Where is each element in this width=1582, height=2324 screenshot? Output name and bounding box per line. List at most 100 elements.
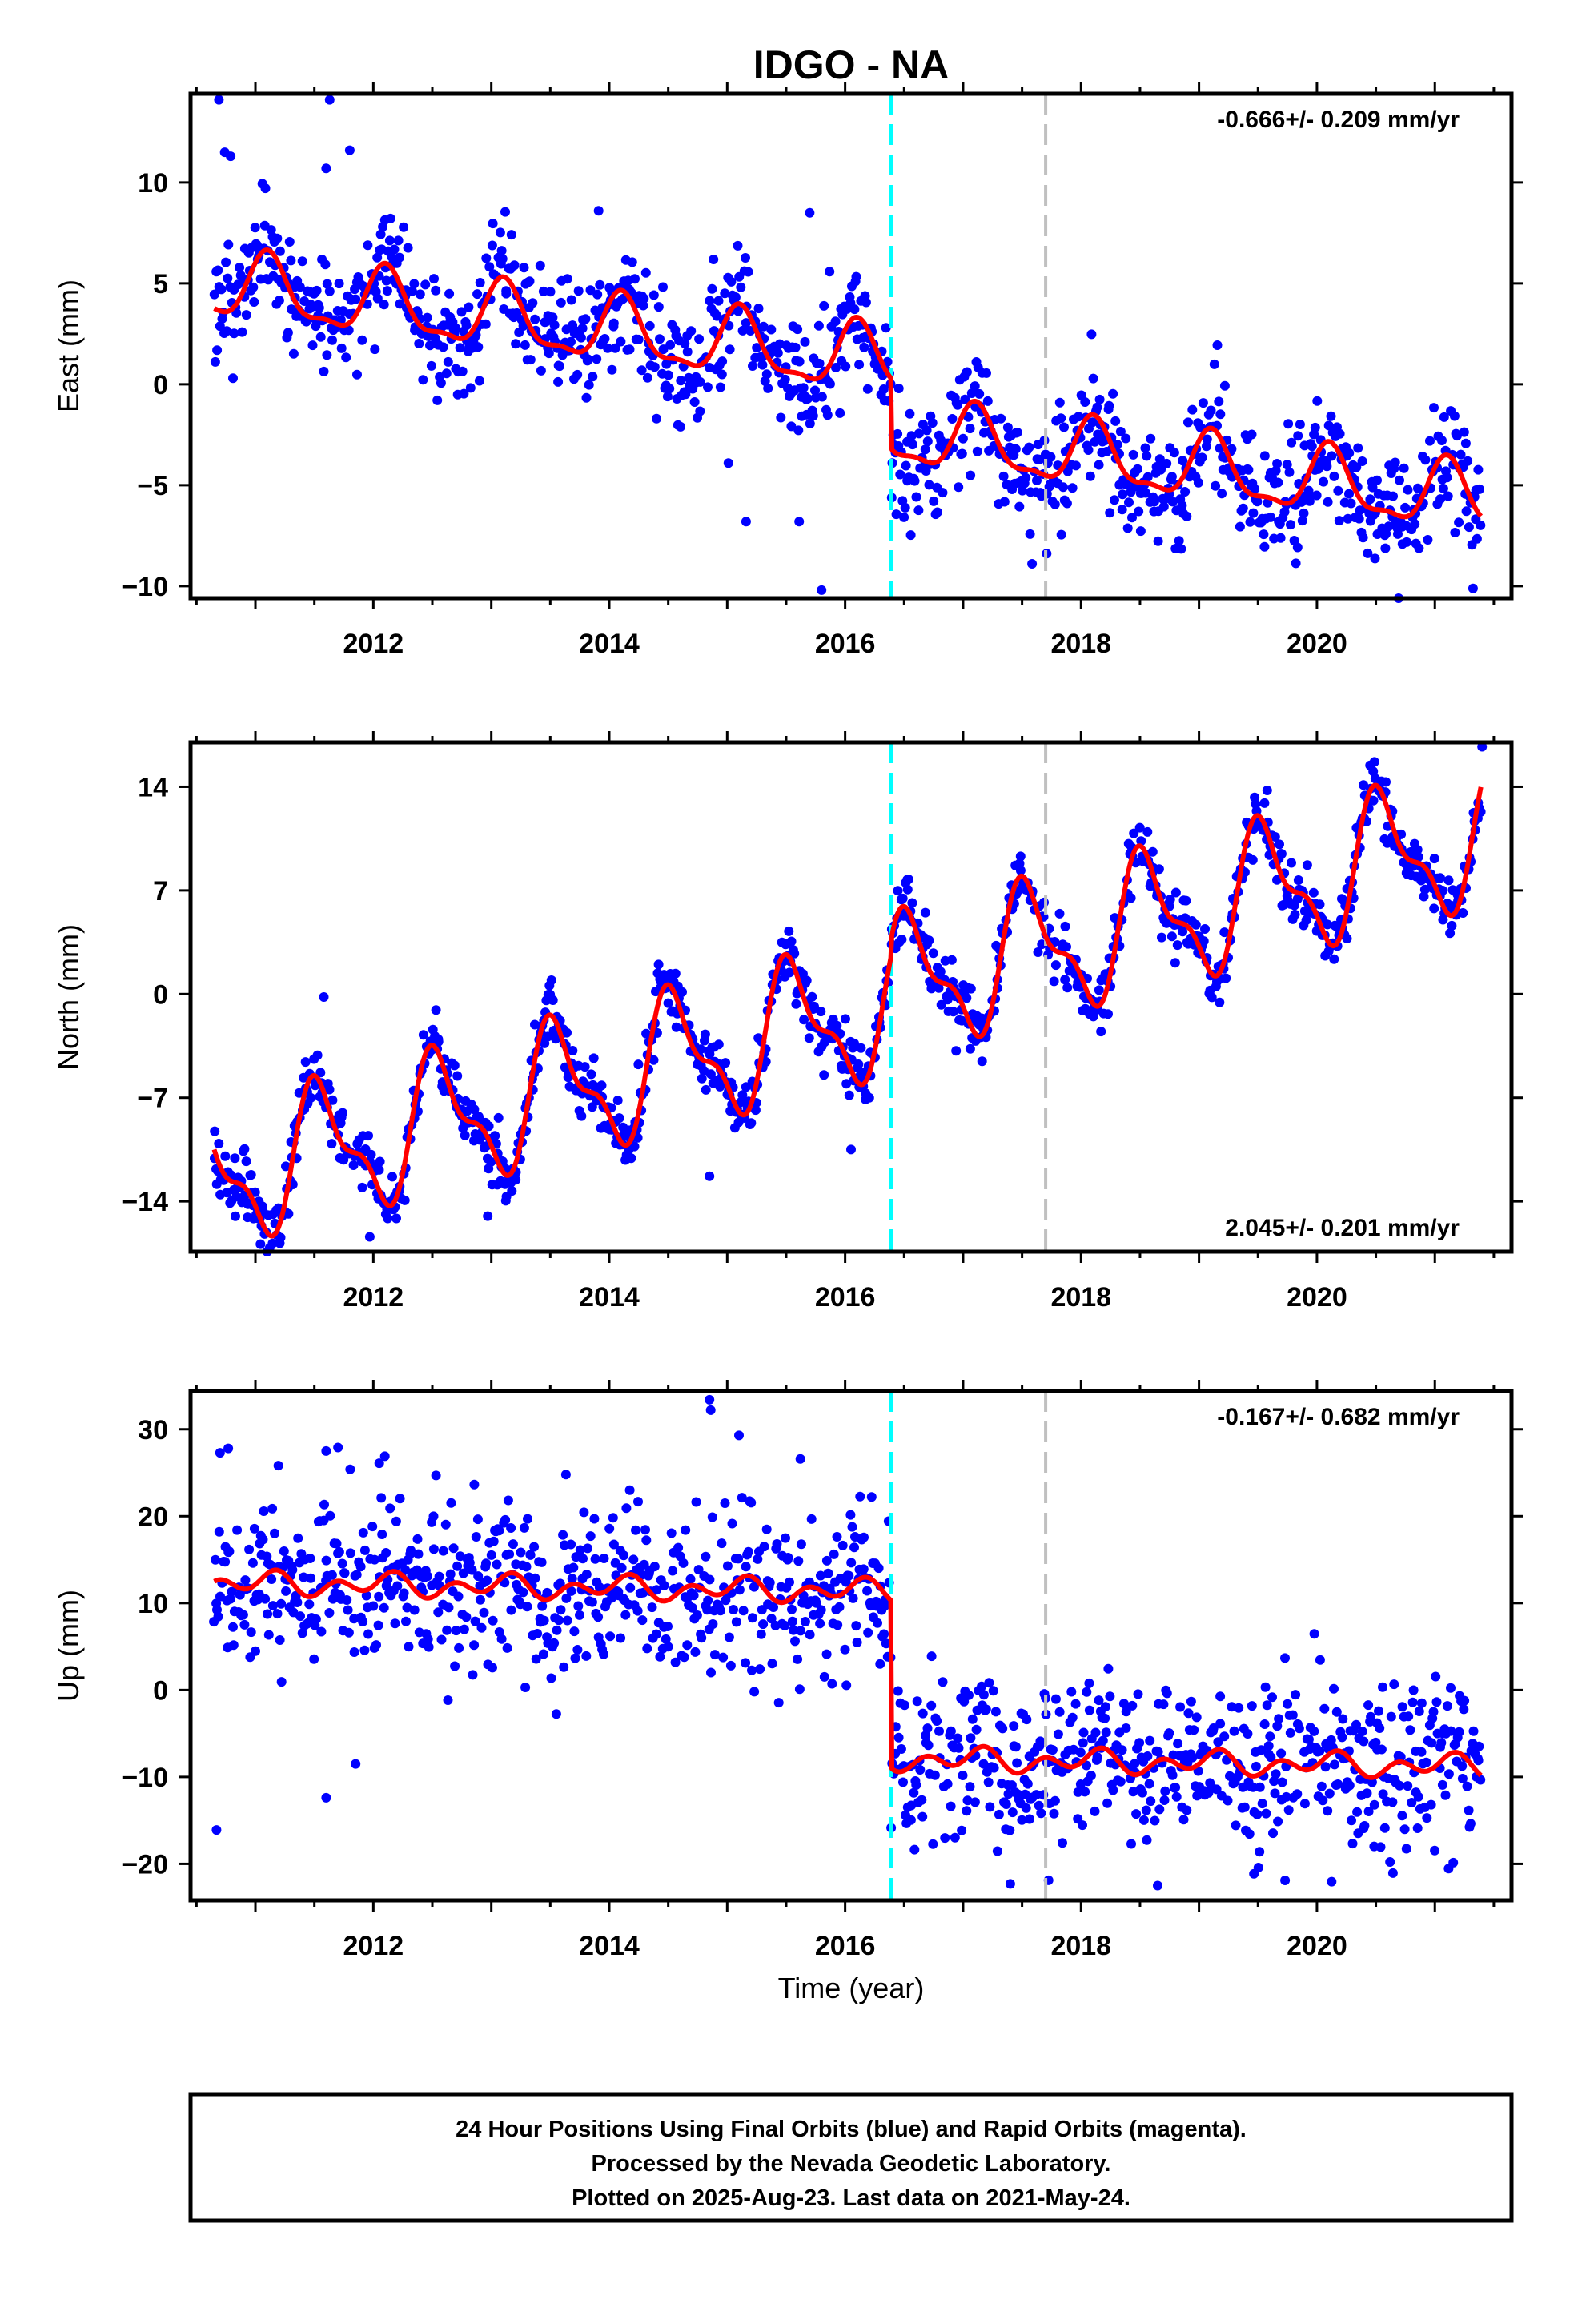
data-point — [1027, 559, 1038, 569]
data-point — [810, 385, 820, 396]
data-point — [1186, 1696, 1196, 1707]
data-point — [655, 334, 665, 344]
data-point — [630, 274, 640, 284]
data-point — [879, 1629, 889, 1639]
data-point — [1323, 919, 1333, 930]
data-point — [438, 342, 448, 352]
data-point — [272, 233, 283, 243]
data-point — [1280, 1653, 1290, 1663]
data-point — [676, 421, 685, 432]
data-point — [1134, 506, 1144, 517]
data-point — [461, 320, 472, 331]
data-point — [1133, 1689, 1143, 1699]
data-point — [239, 1144, 250, 1154]
data-point — [766, 324, 777, 335]
data-point — [1012, 1758, 1022, 1768]
data-point — [1118, 489, 1128, 500]
data-point — [676, 376, 686, 386]
data-point — [383, 1213, 393, 1224]
data-point — [295, 1611, 305, 1622]
data-point — [1149, 497, 1159, 507]
data-point — [1442, 1701, 1452, 1711]
data-point — [626, 1153, 636, 1164]
data-point — [687, 1602, 697, 1613]
data-point — [1162, 1688, 1172, 1699]
data-point — [814, 358, 825, 368]
y-tick-label: 0 — [153, 370, 168, 400]
panel-east-rate-label: -0.666+/- 0.209 mm/yr — [1217, 107, 1460, 133]
data-point — [1400, 502, 1411, 513]
data-point — [1223, 1795, 1233, 1806]
data-point — [215, 321, 225, 332]
data-point — [239, 1619, 250, 1630]
data-point — [1227, 444, 1237, 454]
data-point — [284, 237, 295, 247]
data-point — [1287, 858, 1296, 868]
data-point — [420, 279, 431, 290]
data-point — [315, 332, 326, 342]
data-point — [556, 297, 566, 308]
data-point — [1402, 537, 1412, 547]
data-point — [1080, 397, 1090, 407]
data-point — [1414, 1707, 1424, 1716]
data-point — [1324, 1788, 1335, 1799]
data-point — [1357, 456, 1367, 466]
data-point — [1153, 536, 1163, 546]
data-point — [633, 1059, 644, 1070]
data-point — [453, 1591, 464, 1602]
data-point — [1191, 1712, 1202, 1723]
data-point — [1010, 1742, 1021, 1752]
data-point — [275, 1635, 285, 1645]
data-point — [429, 274, 439, 284]
data-point — [594, 1582, 604, 1593]
data-point — [1284, 467, 1295, 477]
data-point — [1084, 1705, 1094, 1715]
y-tick-label: 30 — [138, 1415, 168, 1445]
data-point — [249, 1523, 259, 1534]
data-point — [909, 1844, 920, 1855]
data-point — [1388, 491, 1398, 501]
data-point — [216, 284, 227, 295]
data-point — [570, 1653, 580, 1663]
data-point — [844, 1090, 854, 1100]
data-point — [523, 1514, 532, 1524]
data-point — [1060, 975, 1070, 985]
data-point — [966, 1733, 976, 1743]
data-point — [458, 1568, 468, 1578]
data-point — [873, 1618, 882, 1628]
data-point — [283, 1208, 294, 1219]
data-point — [250, 1187, 260, 1197]
y-tick-label: 10 — [138, 1589, 168, 1619]
data-point — [709, 255, 719, 264]
data-point — [469, 1640, 480, 1651]
data-point — [500, 207, 510, 217]
data-point — [1319, 1703, 1330, 1714]
data-point — [455, 1551, 465, 1562]
data-point — [849, 304, 860, 315]
data-point — [741, 1562, 751, 1572]
data-point — [881, 323, 891, 333]
data-point — [912, 1696, 922, 1707]
data-point-outlier — [321, 163, 331, 174]
data-point — [1447, 920, 1457, 931]
data-point — [863, 1627, 873, 1638]
data-point — [713, 296, 724, 306]
data-point — [1086, 329, 1097, 340]
data-point — [1369, 757, 1379, 767]
data-point — [1243, 464, 1254, 475]
data-point — [1410, 519, 1420, 529]
data-point — [671, 1022, 681, 1032]
data-point — [287, 1565, 298, 1575]
data-point — [1307, 441, 1317, 452]
data-point — [577, 323, 588, 333]
data-point — [481, 253, 492, 263]
data-point — [819, 1671, 829, 1682]
data-point — [327, 335, 337, 345]
data-point — [1309, 1726, 1319, 1736]
data-point — [924, 480, 934, 490]
data-point — [747, 1613, 757, 1623]
data-point — [809, 1001, 819, 1011]
data-point — [668, 1566, 678, 1576]
data-point — [1457, 1761, 1468, 1771]
